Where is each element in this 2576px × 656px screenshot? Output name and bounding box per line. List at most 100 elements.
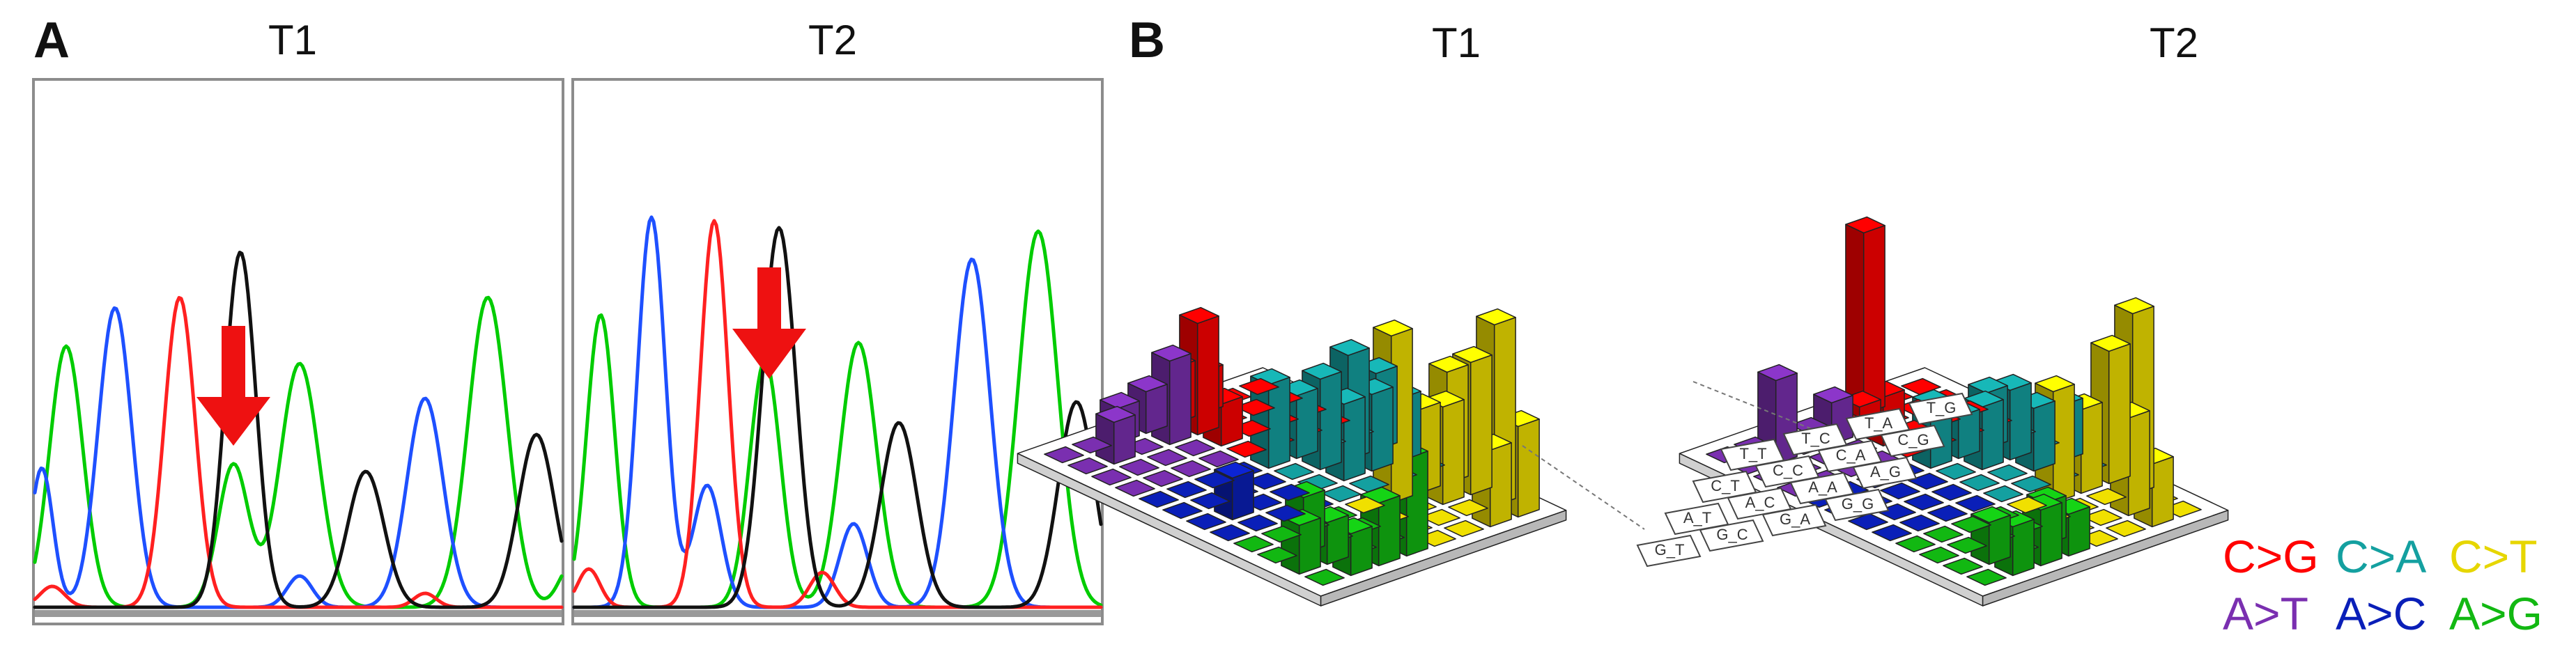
grid-cell: [1186, 513, 1226, 531]
bar: [1452, 345, 1493, 364]
grid-cell: [1198, 450, 1239, 468]
bar: [1095, 405, 1136, 423]
legend-a-c: A>C: [2336, 588, 2426, 639]
arrow-icon: [732, 267, 806, 379]
grid-cell: [1175, 439, 1215, 457]
grid-cell: [1904, 493, 1944, 511]
grid-cell: [1345, 496, 1385, 514]
t2-trace-blue: [572, 215, 1103, 609]
grid-cell: [1044, 446, 1084, 464]
grid-cell: [1848, 513, 1888, 531]
t2-trace-black: [572, 226, 1103, 609]
grid-cell: [1931, 483, 1972, 501]
key-cell-label: G_T: [1655, 541, 1685, 559]
legend-c-a: C>A: [2336, 531, 2426, 582]
bar-face: [2039, 502, 2062, 567]
grid-cell: [1274, 462, 1314, 481]
bar: [2114, 297, 2154, 315]
grid-cell: [1448, 499, 1488, 517]
key-cell-label: T_G: [1927, 399, 1957, 416]
chromatogram-t1: [32, 78, 564, 625]
key-cell-label: A_G: [1870, 463, 1901, 481]
bar-face: [1988, 515, 2011, 565]
t1-trace-black: [33, 251, 564, 609]
bar-face: [1281, 516, 1300, 575]
grid-cell: [1349, 475, 1389, 493]
panel-b-letter: B: [1129, 13, 1165, 68]
bar-face: [2108, 343, 2131, 485]
grid-cell: [1901, 377, 1941, 396]
bar: [1970, 506, 2011, 524]
key-cell-label: G_A: [1780, 510, 1810, 528]
panel-b-title-t2: T2: [2150, 19, 2198, 66]
key-cell-label: C_C: [1773, 462, 1803, 479]
bar: [2090, 334, 2131, 352]
grid-cell: [1270, 483, 1310, 501]
grid-cell: [1947, 536, 1987, 554]
mutation-plot-t1: [1017, 306, 1567, 607]
grid-cell: [2011, 475, 2051, 493]
bar-face: [2080, 402, 2103, 494]
arrow-icon: [196, 326, 270, 446]
key-cell-label: A_A: [1808, 478, 1837, 496]
bar-face: [1220, 396, 1243, 447]
grid-cell: [1233, 535, 1274, 553]
bar-face: [1196, 315, 1219, 436]
grid-cell: [1943, 557, 1983, 575]
bar-face: [1113, 414, 1136, 465]
grid-cell: [1091, 468, 1132, 486]
key-cell-label: C_T: [1711, 477, 1740, 494]
grid-cell: [1966, 568, 2007, 586]
grid-cell: [1951, 515, 1991, 533]
grid-cell: [1321, 485, 1362, 503]
panel-b: B T1 T2 T_G T_AC_G T_C C_AA_G T_T C_C A_A G_G C_…: [1017, 13, 2543, 639]
bar-face: [1845, 224, 1865, 415]
grid-cell: [1880, 482, 1920, 500]
key-cell-label: C_A: [1836, 446, 1866, 464]
key-cell: [1908, 392, 1973, 425]
key-cell-label: T_A: [1865, 414, 1893, 432]
grid-cell: [1147, 448, 1187, 467]
bar: [1845, 216, 1885, 234]
grid-cell: [1895, 535, 1936, 553]
key-cell: [1761, 503, 1827, 537]
key-cell-label: G_C: [1716, 526, 1748, 543]
panel-a-letter: A: [33, 13, 70, 68]
legend: C>G C>A C>T A>T A>C A>G: [2223, 531, 2543, 639]
grid-cell: [1872, 524, 1912, 542]
key-cell: [1699, 519, 1764, 552]
grid-cell: [1162, 501, 1203, 520]
key-cell: [1852, 456, 1918, 490]
bar-face: [1169, 353, 1191, 446]
grid-cell: [1959, 474, 2000, 492]
chromatogram-t1-frame: [32, 78, 564, 625]
grid-cell: [1987, 464, 2028, 482]
bar: [1127, 375, 1168, 393]
bar-face: [1326, 515, 1349, 565]
chromatogram-t1-baseline: [35, 610, 562, 617]
key-cell-label: T_T: [1739, 445, 1766, 462]
bar: [1757, 364, 1798, 382]
grid-cell: [1115, 479, 1155, 497]
t1-trace-blue: [33, 306, 564, 609]
grid-cell: [1237, 514, 1278, 532]
bar-face: [1350, 526, 1373, 577]
grid-cell: [1304, 568, 1345, 586]
panel-a-title-t2: T2: [808, 17, 857, 63]
chromatogram-t2-baseline: [574, 610, 1101, 617]
cell-key: T_G T_AC_G T_C C_AA_G T_T C_C A_A G_G C_T A_C G_A A…: [1636, 392, 1973, 568]
grid-cell: [1190, 492, 1231, 510]
bar-face: [1371, 386, 1394, 472]
chromatogram-t2-frame: [571, 78, 1104, 625]
bar: [1179, 306, 1219, 325]
bar-face: [2067, 506, 2090, 557]
key-cell-label: C_G: [1897, 431, 1929, 448]
bar: [1214, 461, 1254, 479]
bar-face: [1343, 396, 1366, 482]
bar-face: [1862, 225, 1885, 415]
bar-face: [2012, 519, 2035, 577]
bar-face: [2033, 400, 2056, 472]
key-cell: [1636, 534, 1702, 568]
bar: [1813, 386, 1853, 404]
grid-cell: [1194, 471, 1235, 489]
